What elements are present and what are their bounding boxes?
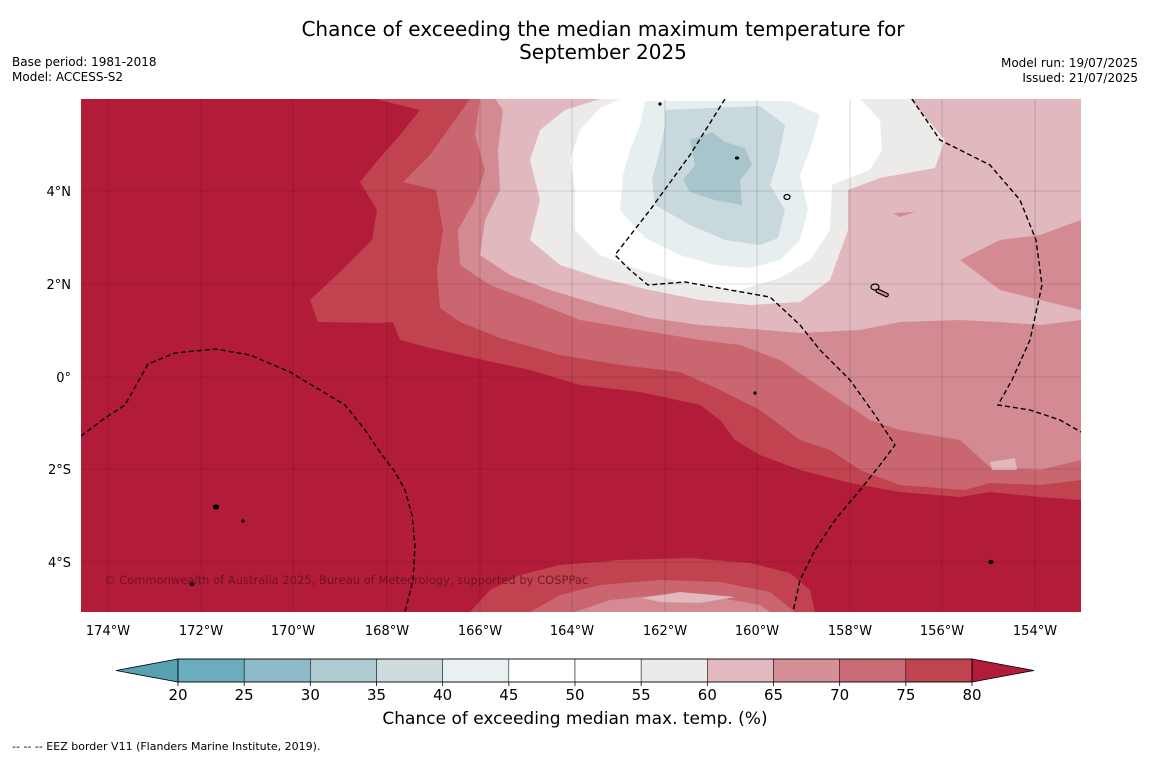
island	[212, 504, 220, 510]
colorbar-tick-label: 65	[764, 686, 783, 704]
patch-65-north	[893, 212, 915, 217]
meta-right: Model run: 19/07/2025 Issued: 21/07/2025	[1001, 56, 1138, 86]
colorbar-tick-label: 25	[235, 686, 254, 704]
colorbar-tick-label: 20	[168, 686, 187, 704]
island	[241, 519, 245, 523]
colorbar: 20 25 30 35 40 45 50 55 60 65 70 75 80	[115, 658, 1035, 704]
title-line-1: Chance of exceeding the median maximum t…	[301, 17, 905, 41]
lon-label: 160°W	[735, 624, 779, 639]
lon-label: 172°W	[179, 624, 223, 639]
colorbar-bin	[310, 658, 377, 683]
lat-label: 4°S	[48, 556, 71, 571]
colorbar-bin	[574, 658, 642, 683]
lon-label: 162°W	[643, 624, 687, 639]
island	[658, 102, 662, 106]
island	[988, 559, 994, 565]
colorbar-extend-low	[115, 658, 179, 683]
colorbar-tick-label: 55	[632, 686, 651, 704]
footnote: -- -- -- EEZ border V11 (Flanders Marine…	[12, 740, 321, 753]
island	[189, 581, 195, 587]
patch-65-east	[952, 408, 975, 422]
colorbar-tick-label: 30	[301, 686, 320, 704]
longitude-labels: 174°W 172°W 170°W 168°W 166°W 164°W 162°…	[86, 624, 1057, 639]
copyright-text: © Commonwealth of Australia 2025, Bureau…	[104, 573, 588, 587]
island	[753, 391, 757, 395]
colorbar-bin	[707, 658, 774, 683]
colorbar-bin	[177, 658, 245, 683]
colorbar-bin	[905, 658, 973, 683]
colorbar-bin	[839, 658, 907, 683]
chart-title: Chance of exceeding the median maximum t…	[0, 18, 1150, 64]
meta-left: Base period: 1981-2018 Model: ACCESS-S2	[12, 55, 157, 85]
lat-label: 2°N	[47, 278, 72, 293]
island	[875, 288, 889, 298]
colorbar-tick-label: 50	[565, 686, 584, 704]
model-name: Model: ACCESS-S2	[12, 70, 124, 84]
islands	[189, 102, 994, 587]
model-run: Model run: 19/07/2025	[1000, 56, 1138, 70]
colorbar-extend-high	[971, 658, 1035, 683]
lat-label: 4°N	[47, 185, 72, 200]
bottom-60	[642, 592, 735, 603]
colorbar-bin	[773, 658, 840, 683]
eez-border-central	[614, 99, 896, 612]
lat-label: 2°S	[48, 463, 71, 478]
graticule	[81, 99, 1081, 612]
island	[870, 283, 880, 291]
colorbar-bin	[442, 658, 510, 683]
lon-label: 170°W	[271, 624, 315, 639]
title-line-2: September 2025	[519, 40, 687, 64]
base-period: Base period: 1981-2018	[12, 55, 157, 69]
latitude-labels: 4°N 2°N 0° 2°S 4°S	[47, 185, 72, 571]
map-area: © Commonwealth of Australia 2025, Bureau…	[81, 99, 1081, 612]
colorbar-bin	[508, 658, 576, 683]
colorbar-tick-label: 45	[499, 686, 518, 704]
lon-label: 156°W	[920, 624, 964, 639]
lon-label: 166°W	[458, 624, 502, 639]
colorbar-tick-label: 40	[433, 686, 452, 704]
colorbar-label: Chance of exceeding median max. temp. (%…	[382, 709, 768, 729]
colorbar-bin	[376, 658, 443, 683]
lon-label: 154°W	[1013, 624, 1057, 639]
eez-border-east	[911, 99, 1081, 433]
issued-date: Issued: 21/07/2025	[1022, 71, 1138, 85]
lon-label: 164°W	[550, 624, 594, 639]
eez-border-west	[81, 348, 416, 612]
contour-30	[683, 132, 752, 205]
colorbar-bin	[243, 658, 311, 683]
patch-60-east	[990, 458, 1017, 470]
lat-label: 0°	[56, 371, 71, 386]
colorbar-tick-label: 35	[367, 686, 386, 704]
colorbar-tick-label: 75	[896, 686, 915, 704]
eez-borders	[81, 99, 1081, 612]
island	[734, 156, 740, 160]
island	[783, 193, 791, 201]
colorbar-tick-label: 60	[698, 686, 717, 704]
colorbar-tick-label: 80	[962, 686, 981, 704]
colorbar-bin	[640, 658, 708, 683]
colorbar-tick-label: 70	[830, 686, 849, 704]
lon-label: 158°W	[828, 624, 872, 639]
lon-label: 174°W	[86, 624, 130, 639]
lon-label: 168°W	[365, 624, 409, 639]
